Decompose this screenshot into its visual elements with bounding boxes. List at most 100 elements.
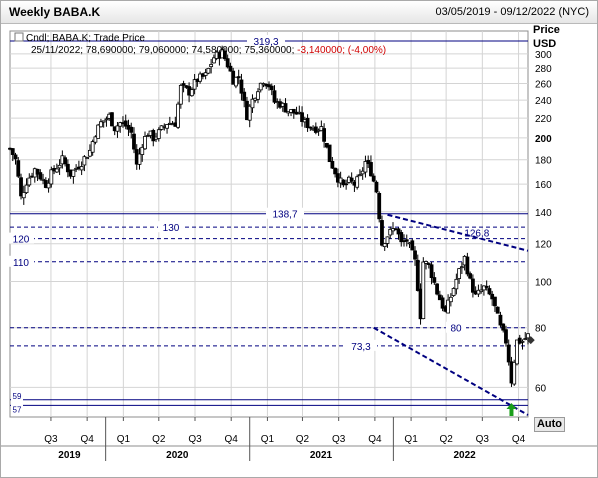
level-label-bg bbox=[266, 207, 304, 219]
legend-ohlc: 25/11/2022; 78,690000; 79,060000; 74,580… bbox=[31, 45, 386, 56]
candle-body bbox=[377, 192, 382, 220]
candle-body bbox=[388, 228, 393, 236]
quarter-label: Q4 bbox=[368, 434, 382, 445]
candle-body bbox=[482, 285, 486, 291]
candle-body bbox=[63, 157, 68, 165]
candle-body bbox=[470, 278, 475, 293]
candle-body bbox=[19, 177, 23, 197]
quarter-label: Q4 bbox=[512, 434, 526, 445]
candle-body bbox=[10, 148, 15, 155]
level-label-bg bbox=[8, 255, 34, 267]
candle-body bbox=[79, 166, 84, 171]
candle-body bbox=[360, 170, 365, 175]
candle-body bbox=[313, 126, 318, 133]
candle-body bbox=[49, 169, 54, 185]
candle-body bbox=[512, 361, 517, 385]
candle-body bbox=[404, 239, 409, 242]
candle-body bbox=[239, 79, 244, 94]
candle-body bbox=[498, 314, 503, 326]
candle-body bbox=[110, 112, 114, 127]
candle-body bbox=[330, 160, 335, 169]
candle-body bbox=[156, 129, 161, 139]
candle-body bbox=[211, 57, 216, 64]
candle-body bbox=[487, 288, 492, 295]
level-label: 319,3 bbox=[253, 37, 278, 48]
candle-body bbox=[192, 79, 197, 90]
candle-body bbox=[101, 120, 106, 123]
candle-body bbox=[363, 161, 368, 173]
candle-body bbox=[82, 156, 87, 166]
candle-body bbox=[209, 64, 214, 68]
quarter-label: Q1 bbox=[117, 434, 131, 445]
candle-body bbox=[203, 72, 208, 76]
candle-body bbox=[504, 329, 508, 344]
candle-body bbox=[465, 256, 470, 275]
candle-body bbox=[93, 136, 98, 143]
candle-body bbox=[115, 125, 120, 132]
candle-body bbox=[440, 297, 445, 309]
candle-body bbox=[140, 146, 145, 155]
candle-body bbox=[57, 164, 62, 169]
candle-body bbox=[143, 136, 147, 150]
quarter-label: Q2 bbox=[439, 434, 453, 445]
candle-body bbox=[198, 73, 203, 82]
candle-body bbox=[396, 228, 401, 235]
quarter-label: Q2 bbox=[296, 434, 310, 445]
candle-body bbox=[371, 175, 376, 182]
candle-body bbox=[435, 283, 439, 295]
candle-body bbox=[468, 273, 473, 279]
candle-body bbox=[369, 162, 373, 177]
annotation-label: 126,8 bbox=[464, 228, 489, 239]
legend-change: -3,140000; (-4,00%) bbox=[297, 45, 386, 56]
level-label: 110 bbox=[13, 258, 29, 269]
candle-body bbox=[27, 177, 32, 186]
candle-body bbox=[421, 261, 426, 320]
candle-body bbox=[399, 232, 404, 243]
candle-body bbox=[495, 306, 500, 314]
candle-body bbox=[327, 144, 332, 163]
candle-body bbox=[234, 76, 238, 87]
last-price-marker bbox=[526, 336, 535, 345]
legend-series-label: Cndl; BABA.K; Trade Price bbox=[26, 33, 145, 44]
candle-body bbox=[24, 184, 29, 194]
candle-body bbox=[96, 124, 101, 139]
candle-body bbox=[54, 168, 59, 173]
candle-body bbox=[178, 84, 183, 105]
price-tick-label: 300 bbox=[535, 50, 552, 61]
auto-scale-button[interactable]: Auto bbox=[534, 417, 565, 432]
candle-body bbox=[225, 58, 230, 68]
chart-title: Weekly BABA.K bbox=[9, 5, 101, 19]
candle-body bbox=[132, 133, 136, 150]
title-bar: Weekly BABA.K 03/05/2019 - 09/12/2022 (N… bbox=[1, 1, 597, 24]
year-label: 2019 bbox=[58, 450, 81, 461]
candle-body bbox=[490, 293, 495, 300]
candle-body bbox=[520, 340, 525, 343]
level-label-bg bbox=[247, 34, 285, 46]
price-tick-label: 260 bbox=[535, 80, 552, 91]
candle-body bbox=[410, 240, 415, 251]
candle-body bbox=[515, 339, 519, 365]
candle-body bbox=[250, 98, 255, 109]
candle-body bbox=[41, 178, 45, 181]
candle-body bbox=[484, 285, 489, 288]
year-label: 2020 bbox=[166, 450, 189, 461]
candle-body bbox=[308, 126, 313, 129]
candle-body bbox=[242, 91, 247, 101]
candle-body bbox=[247, 105, 252, 121]
candle-body bbox=[380, 220, 384, 246]
candle-body bbox=[322, 128, 327, 142]
candle-body bbox=[382, 243, 387, 248]
legend-toggle-icon[interactable] bbox=[14, 32, 24, 42]
trendline bbox=[387, 213, 529, 252]
level-label-bg bbox=[446, 321, 466, 333]
level-label: 73,3 bbox=[351, 342, 371, 353]
candle-body bbox=[426, 263, 431, 265]
candle-body bbox=[256, 91, 260, 100]
level-label: 130 bbox=[163, 223, 180, 234]
candle-body bbox=[16, 160, 21, 177]
candle-body bbox=[165, 124, 169, 129]
quarter-label: Q3 bbox=[476, 434, 490, 445]
candle-body bbox=[476, 289, 481, 295]
